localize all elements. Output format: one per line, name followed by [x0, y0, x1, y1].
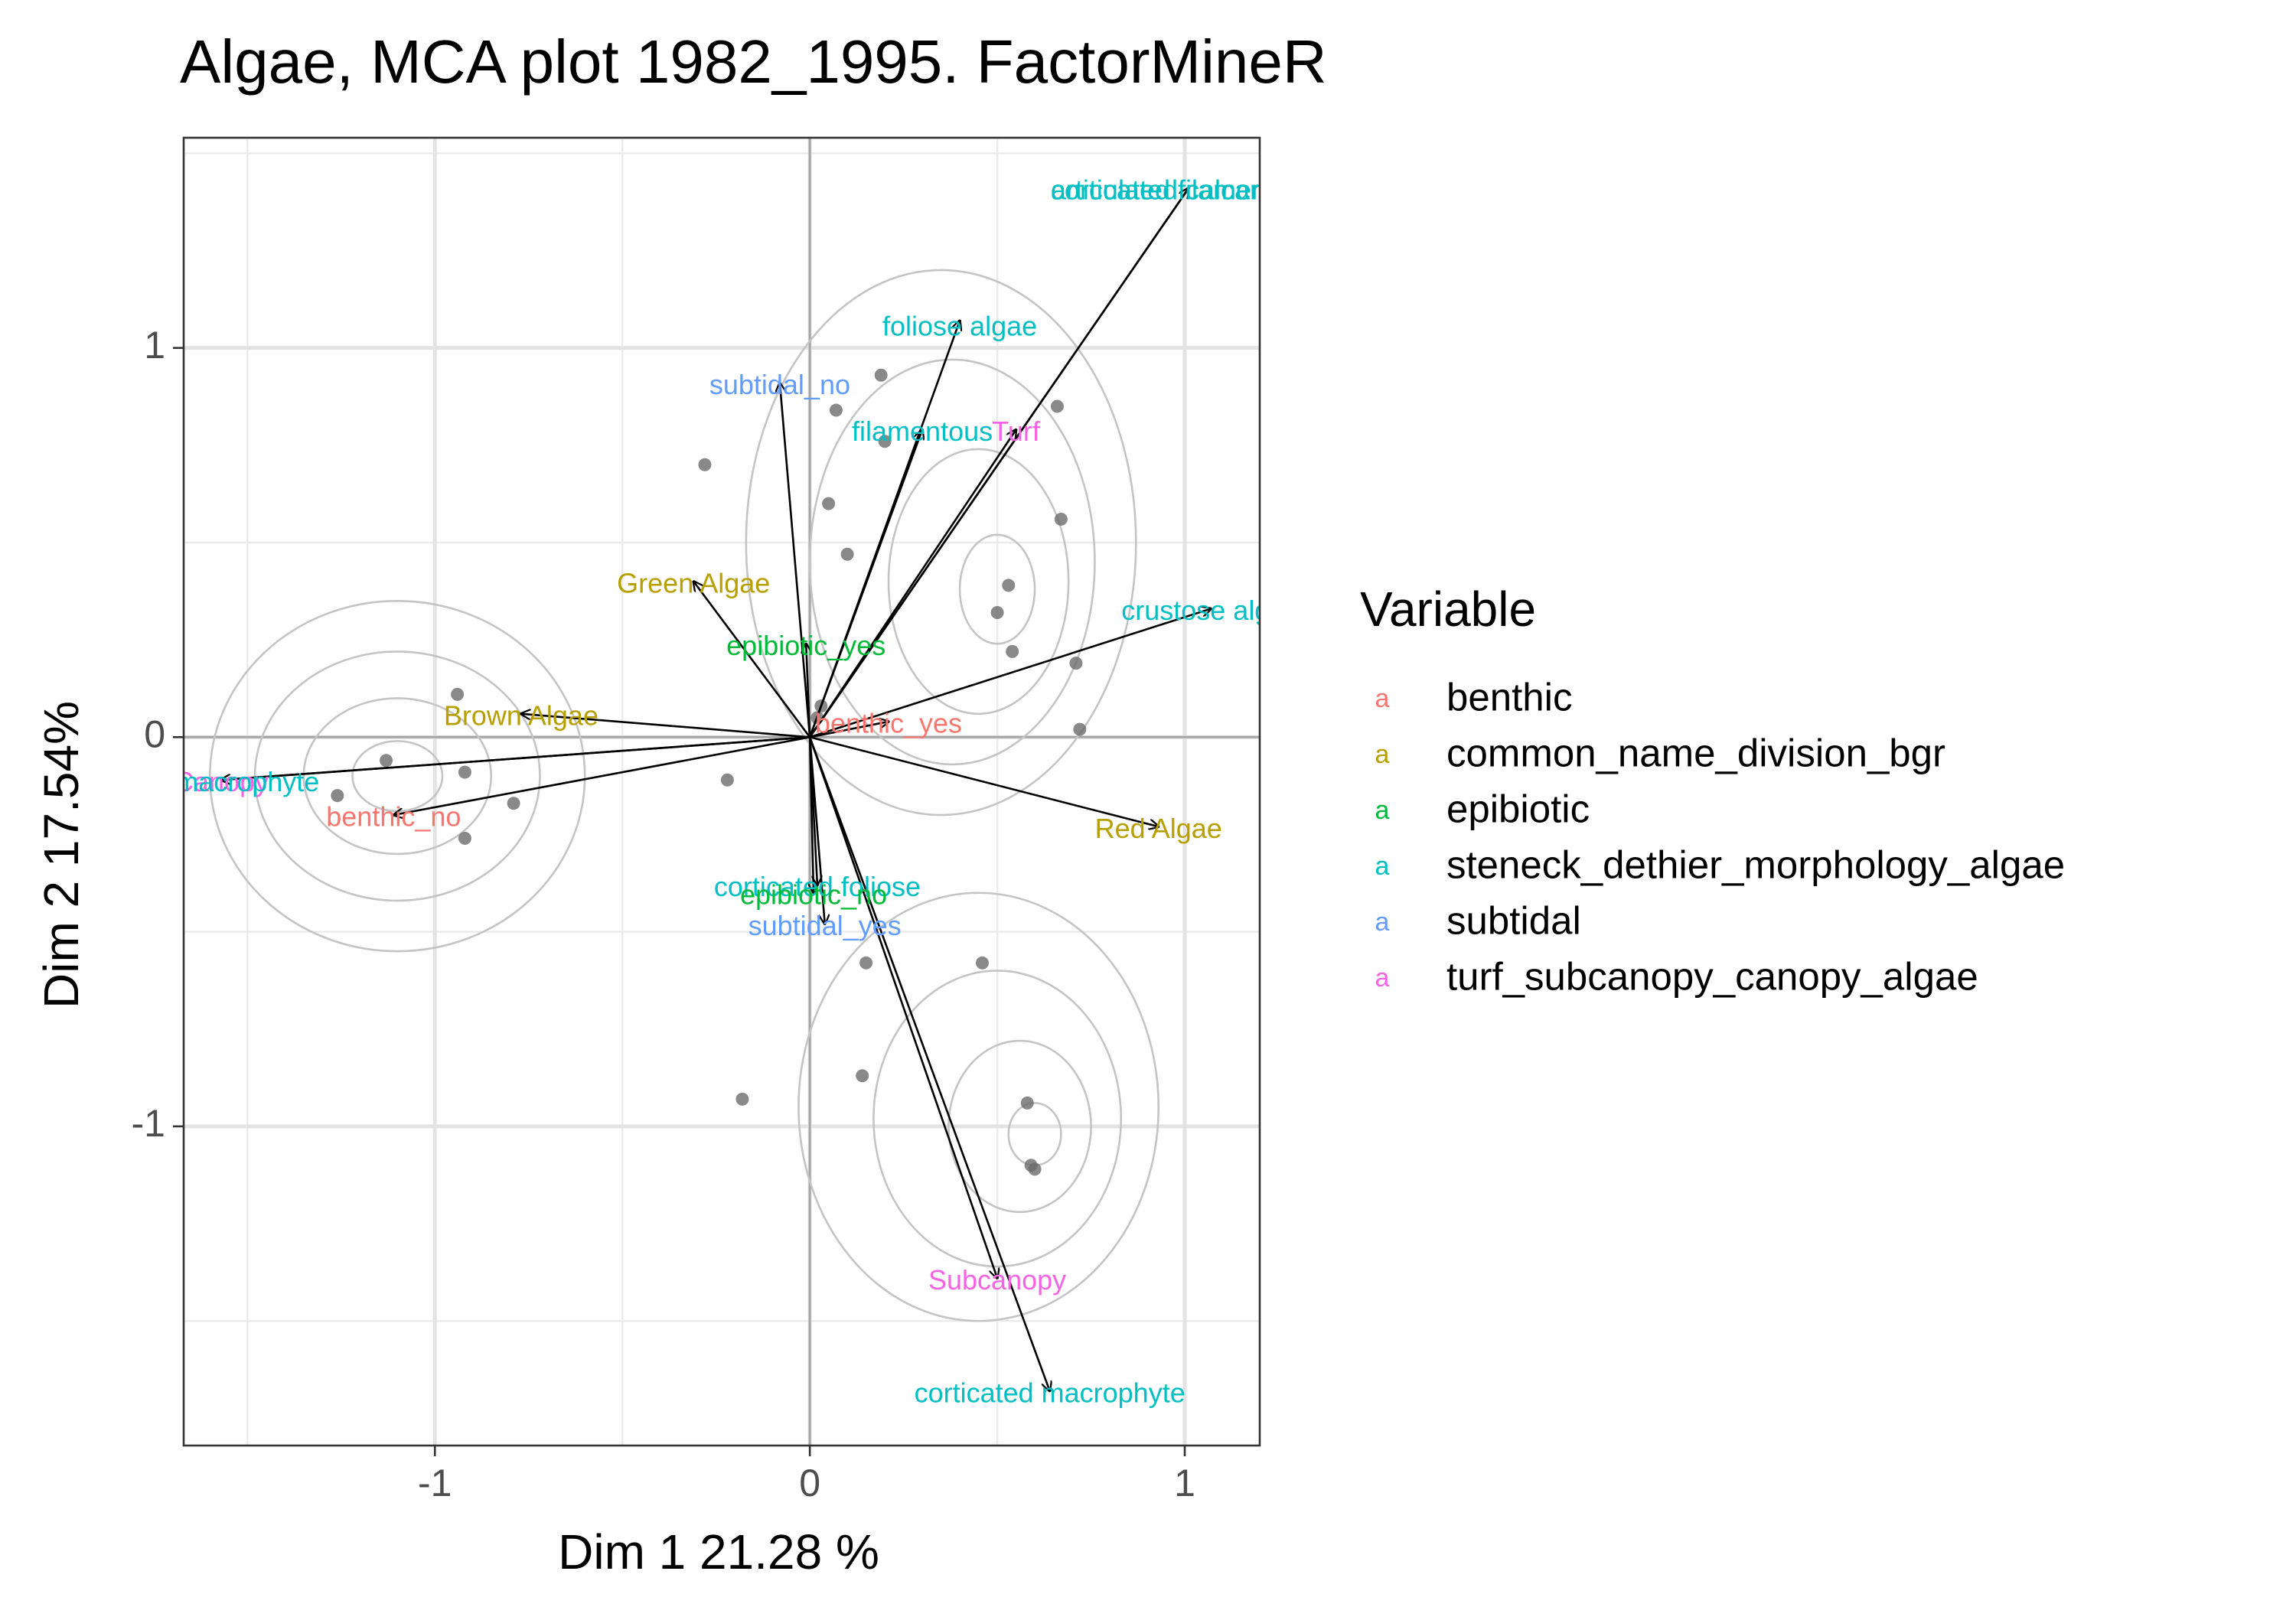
individual-point	[458, 832, 471, 845]
legend-label: epibiotic	[1446, 787, 1590, 830]
y-tick-label: 0	[144, 712, 165, 755]
x-tick-label: -1	[418, 1462, 452, 1504]
variable-label: Red Algae	[1095, 813, 1222, 844]
individual-point	[841, 548, 854, 561]
x-tick-label: 1	[1174, 1462, 1195, 1504]
panel-background	[184, 138, 1260, 1446]
individual-point	[1002, 579, 1015, 592]
variable-label: Green Algae	[617, 567, 770, 598]
individual-point	[1051, 399, 1064, 412]
y-axis-title: Dim 2 17.54%	[34, 701, 89, 1009]
individual-point	[830, 404, 843, 417]
variable-label: filamentous	[852, 416, 993, 447]
variable-label: subtidal_yes	[748, 910, 902, 941]
individual-point	[856, 1069, 869, 1082]
individual-point	[875, 369, 888, 382]
y-tick-label: -1	[132, 1102, 165, 1145]
individual-point	[1073, 723, 1086, 736]
individual-point	[1029, 1162, 1042, 1175]
individual-point	[1055, 513, 1068, 526]
x-tick-label: 0	[799, 1462, 820, 1504]
individual-point	[1021, 1097, 1034, 1110]
individual-point	[721, 774, 734, 787]
legend-label: benthic	[1446, 675, 1572, 719]
individual-point	[507, 797, 520, 810]
individual-point	[698, 458, 711, 471]
legend-key: a	[1375, 908, 1390, 937]
individual-point	[991, 606, 1004, 619]
individual-point	[380, 754, 393, 767]
legend-label: subtidal	[1446, 898, 1581, 942]
legend-label: turf_subcanopy_canopy_algae	[1446, 954, 1978, 998]
variable-label: Brown Algae	[444, 699, 598, 731]
legend: Variable a benthic a common_name_division_b…	[1360, 582, 2065, 998]
legend-title: Variable	[1360, 582, 1536, 637]
variable-label: subtidal_no	[709, 369, 850, 400]
variable-label: foliose algae	[882, 311, 1037, 342]
individual-point	[976, 957, 989, 970]
variable-label: crustose algae	[1121, 595, 1300, 626]
variable-label: epibiotic_no	[740, 878, 887, 910]
variable-label: benthic_no	[326, 801, 461, 833]
individual-point	[822, 497, 835, 510]
individual-point	[735, 1093, 748, 1106]
variable-label: epibiotic_yes	[726, 630, 885, 661]
legend-key: a	[1375, 684, 1390, 713]
variable-label: benthic_yes	[815, 708, 962, 739]
y-tick-label: 1	[144, 324, 165, 367]
variable-label: macrophyte	[175, 766, 319, 797]
legend-label: steneck_dethier_morphology_algae	[1446, 843, 2065, 886]
variable-label: Turf	[992, 416, 1041, 447]
x-axis-title: Dim 1 21.28 %	[558, 1524, 879, 1579]
individual-point	[451, 688, 464, 701]
variable-label: articulated calcareous	[1051, 174, 1319, 206]
legend-key: a	[1375, 852, 1390, 881]
legend-key: a	[1375, 796, 1390, 825]
individual-point	[859, 957, 872, 970]
individual-point	[458, 766, 471, 779]
individual-point	[331, 789, 344, 802]
individual-point	[1006, 645, 1019, 658]
variable-label: corticated macrophyte	[915, 1377, 1186, 1408]
legend-label: common_name_division_bgr	[1446, 731, 1945, 774]
chart-title: Algae, MCA plot 1982_1995. FactorMineR	[180, 28, 1327, 96]
individual-point	[1069, 657, 1082, 670]
legend-key: a	[1375, 963, 1390, 993]
legend-key: a	[1375, 740, 1390, 769]
variable-label: Subcanopy	[928, 1264, 1066, 1296]
